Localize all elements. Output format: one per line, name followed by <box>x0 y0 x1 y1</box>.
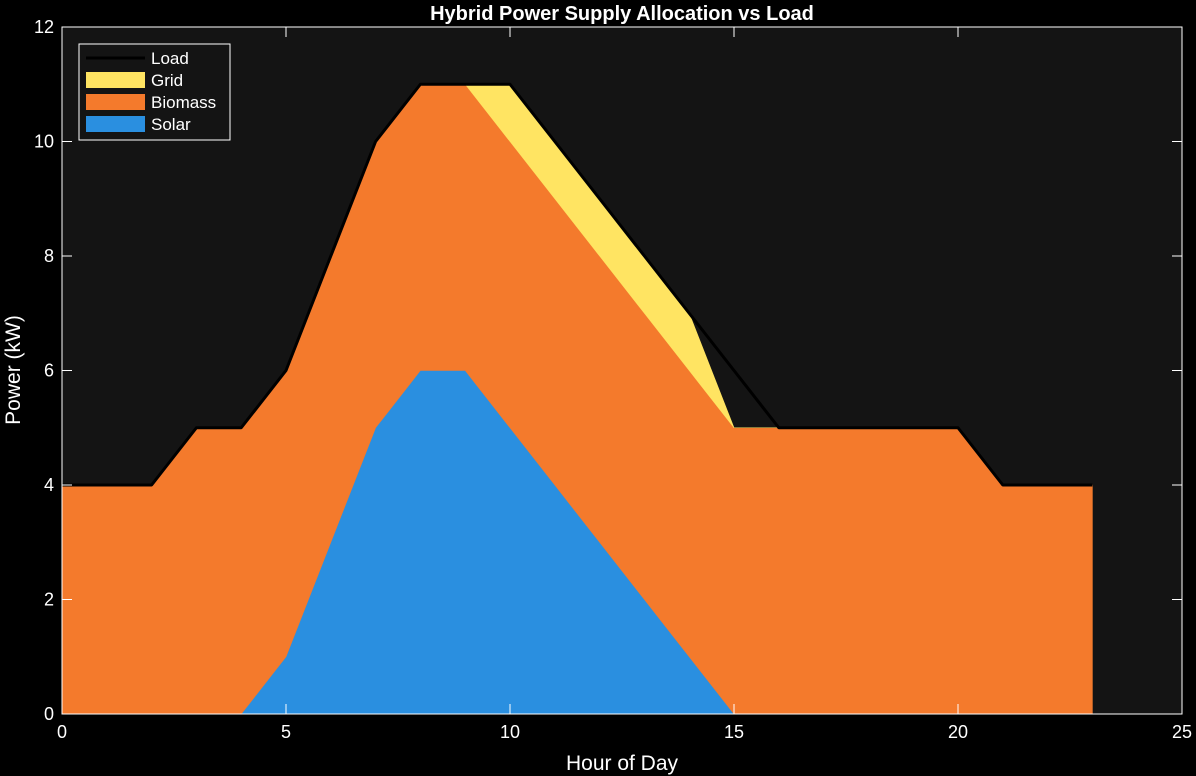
x-tick-label: 15 <box>724 722 744 742</box>
legend-swatch-biomass <box>86 94 145 110</box>
line-load <box>62 82 1093 487</box>
x-tick-label: 20 <box>948 722 968 742</box>
legend-swatch-solar <box>86 116 145 132</box>
x-tick-label: 10 <box>500 722 520 742</box>
x-tick-label: 5 <box>281 722 291 742</box>
legend-label-load: Load <box>151 49 189 68</box>
y-tick-label: 12 <box>34 17 54 37</box>
axes <box>61 26 1183 715</box>
y-tick-label: 2 <box>44 590 54 610</box>
line-series <box>62 82 1093 487</box>
legend-label-biomass: Biomass <box>151 93 216 112</box>
legend: Load Grid Biomass Solar <box>78 43 231 141</box>
x-tick-label: 0 <box>57 722 67 742</box>
tick-labels: 0 5 10 15 20 25 0 2 4 6 8 10 12 <box>34 17 1192 742</box>
y-tick-label: 6 <box>44 361 54 381</box>
chart-title: Hybrid Power Supply Allocation vs Load <box>430 3 814 25</box>
y-tick-label: 0 <box>44 704 54 724</box>
y-tick-label: 10 <box>34 132 54 152</box>
y-tick-label: 8 <box>44 246 54 266</box>
y-tick-label: 4 <box>44 475 54 495</box>
y-axis-label: Power (kW) <box>2 315 25 425</box>
x-tick-label: 25 <box>1172 722 1192 742</box>
legend-swatch-grid <box>86 72 145 88</box>
legend-label-solar: Solar <box>151 115 191 134</box>
legend-label-grid: Grid <box>151 71 183 90</box>
x-axis-label: Hour of Day <box>566 752 679 775</box>
